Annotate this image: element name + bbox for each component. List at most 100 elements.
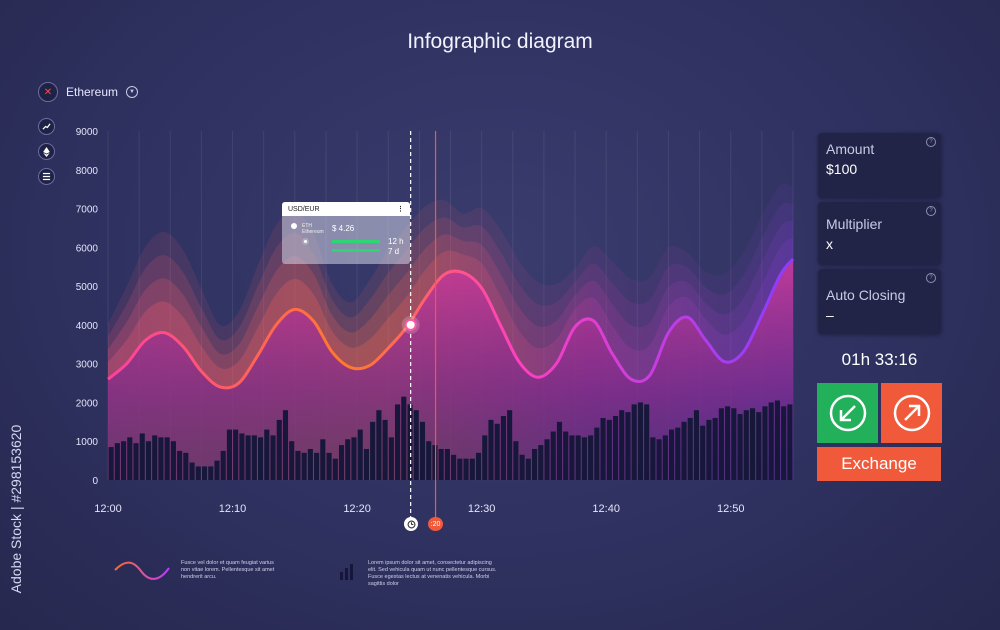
volume-bar — [201, 466, 208, 480]
volume-bar — [725, 406, 731, 480]
multiplier-label: Multiplier — [826, 216, 883, 232]
volume-bar — [270, 435, 276, 480]
volume-bar — [469, 458, 475, 480]
coin-icon — [291, 223, 297, 229]
x-tick-label: 12:30 — [468, 503, 496, 515]
price-tooltip: USD/EUR ⋮ ETH Ethereum $ 4.26 12 h 7 d — [282, 202, 410, 264]
asset-selector[interactable]: ✕ Ethereum ▼ — [38, 82, 139, 102]
volume-bar — [214, 460, 220, 480]
info-icon[interactable]: ? — [926, 273, 936, 283]
volume-bar — [282, 410, 289, 480]
volume-bar — [233, 429, 239, 480]
volume-bar — [139, 433, 145, 480]
ethereum-icon[interactable] — [38, 143, 55, 160]
arrow-down-left-icon — [829, 394, 866, 432]
volume-bar — [376, 410, 382, 480]
price-line — [107, 257, 795, 390]
volume-bar — [220, 450, 226, 480]
volume-bar — [693, 410, 700, 480]
watermark-text: Adobe Stock | #298153620 — [8, 424, 24, 594]
volume-bar — [114, 443, 120, 480]
info-icon[interactable]: ? — [926, 206, 936, 216]
volume-bar — [494, 423, 500, 480]
volume-bar — [743, 410, 749, 480]
volume-bar — [600, 417, 606, 480]
volume-bar — [451, 454, 457, 480]
legend-line: Fusce vel dolor et quam feugiat varius n… — [113, 560, 281, 582]
volume-bar — [507, 410, 513, 480]
volume-bar — [475, 452, 482, 480]
volume-bar — [338, 445, 345, 480]
volume-bar — [208, 466, 214, 480]
volume-bar — [787, 404, 793, 480]
auto-closing-value: – — [826, 307, 834, 323]
volume-bar — [363, 448, 369, 480]
volume-bar — [588, 435, 594, 480]
volume-bar — [675, 427, 681, 480]
volume-bar — [407, 404, 413, 480]
x-tick-label: 12:20 — [343, 503, 371, 515]
list-icon[interactable] — [38, 168, 55, 185]
volume-bar — [388, 437, 394, 480]
sell-button[interactable] — [817, 383, 878, 443]
trend-line-icon[interactable] — [38, 118, 55, 135]
volume-bar — [500, 416, 506, 480]
volume-bar — [457, 458, 463, 480]
arrow-up-right-icon — [893, 394, 930, 432]
volume-bar — [314, 452, 320, 480]
volume-bar — [251, 435, 257, 480]
tooltip-price: $ 4.26 — [332, 224, 355, 233]
volume-bar — [108, 447, 114, 480]
volume-bar — [276, 419, 282, 480]
wave-icon — [114, 561, 170, 580]
y-tick-label: 2000 — [76, 398, 99, 409]
tooltip-pair: USD/EUR — [288, 205, 320, 213]
volume-bar — [563, 431, 569, 480]
tooltip-period-1: 12 h — [388, 237, 404, 246]
volume-bar — [575, 435, 581, 480]
volume-bar — [544, 439, 550, 480]
volume-bar — [326, 452, 332, 480]
auto-closing-panel[interactable]: ? Auto Closing – — [818, 269, 941, 334]
volume-bar — [170, 441, 176, 480]
volume-bar — [612, 416, 619, 480]
exchange-button[interactable]: Exchange — [817, 447, 941, 481]
volume-bar — [295, 450, 301, 480]
volume-bar — [556, 421, 563, 480]
asset-name: Ethereum — [66, 85, 119, 99]
volume-bar — [345, 439, 351, 480]
volume-bar — [756, 412, 762, 480]
info-icon[interactable]: ? — [926, 137, 936, 147]
vertical-dots-icon[interactable]: ⋮ — [397, 206, 404, 213]
amount-panel[interactable]: ? Amount $100 — [818, 133, 941, 198]
x-tick-label: 12:10 — [219, 503, 247, 515]
tooltip-coin: ETH — [302, 223, 312, 229]
volume-bar — [413, 410, 419, 480]
volume-bar — [637, 402, 643, 480]
amount-value: $100 — [826, 161, 858, 177]
volume-bar — [226, 429, 232, 480]
multiplier-value: x — [826, 236, 833, 252]
chevron-down-icon[interactable]: ▼ — [126, 86, 139, 98]
tooltip-radio[interactable] — [302, 238, 309, 245]
volume-bar — [195, 466, 201, 480]
volume-bar — [127, 437, 133, 480]
multiplier-panel[interactable]: ? Multiplier x — [818, 202, 941, 265]
time-marker-label[interactable]: :20 — [428, 517, 443, 531]
volume-bar — [183, 452, 189, 480]
y-tick-label: 6000 — [76, 243, 99, 254]
close-icon[interactable]: ✕ — [38, 82, 58, 102]
volume-bar — [656, 439, 662, 480]
volume-bar — [718, 408, 724, 480]
volume-bar — [332, 458, 338, 480]
volume-bar — [264, 429, 270, 480]
y-tick-label: 3000 — [76, 360, 99, 371]
page-title: Infographic diagram — [407, 30, 593, 53]
volume-bar — [121, 441, 127, 480]
clock-icon[interactable] — [404, 517, 418, 531]
amount-label: Amount — [826, 141, 875, 157]
volume-bar — [631, 404, 637, 480]
legend-line-text: Fusce vel dolor et quam feugiat varius n… — [181, 560, 275, 580]
buy-button[interactable] — [881, 383, 942, 443]
